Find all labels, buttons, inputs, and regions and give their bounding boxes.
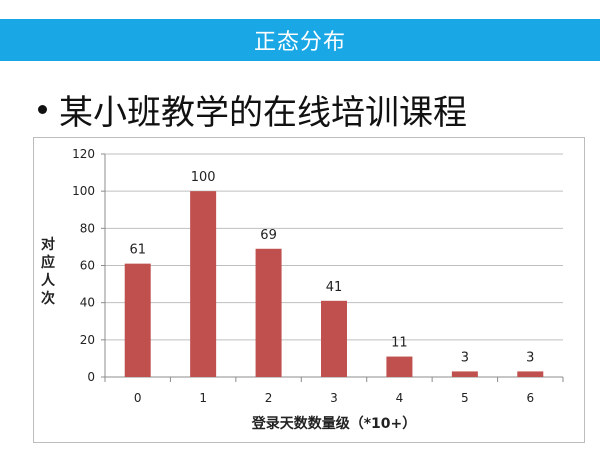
- data-label: 100: [191, 170, 216, 185]
- banner-title: 正态分布: [253, 30, 346, 55]
- data-label: 41: [326, 280, 343, 295]
- x-tick-label: 2: [265, 391, 273, 405]
- data-label: 3: [526, 350, 534, 365]
- bullet-icon: [38, 104, 47, 114]
- data-label: 11: [391, 336, 408, 351]
- y-tick-label: 80: [80, 221, 95, 235]
- bar: [321, 300, 347, 377]
- y-tick-label: 100: [72, 184, 95, 198]
- data-label: 69: [260, 228, 277, 243]
- data-label: 3: [461, 350, 469, 365]
- x-tick-label: 5: [461, 391, 469, 405]
- x-axis-title: 登录天数数量级（*10+）: [251, 415, 417, 432]
- x-tick-label: 0: [134, 391, 142, 405]
- heading-text: 某小班教学的在线培训课程: [59, 92, 467, 133]
- bar: [124, 263, 151, 377]
- data-label: 61: [129, 243, 146, 258]
- bar: [255, 248, 282, 377]
- y-tick-label: 120: [72, 147, 95, 161]
- x-tick-label: 4: [396, 391, 404, 405]
- x-tick-label: 6: [526, 391, 534, 405]
- y-tick-label: 0: [87, 370, 95, 384]
- y-tick-label: 60: [80, 259, 95, 273]
- slide-heading: 某小班教学的在线培训课程: [38, 84, 467, 134]
- bar: [190, 191, 217, 377]
- slide-banner: 正态分布: [0, 19, 600, 61]
- bar: [386, 356, 413, 377]
- y-axis-label: 对应人次: [41, 237, 55, 307]
- y-tick-label: 20: [80, 333, 95, 347]
- y-tick-label: 40: [80, 296, 95, 310]
- bar: [517, 371, 544, 377]
- x-tick-label: 3: [330, 391, 338, 405]
- bar: [451, 371, 478, 377]
- x-tick-label: 1: [199, 391, 207, 405]
